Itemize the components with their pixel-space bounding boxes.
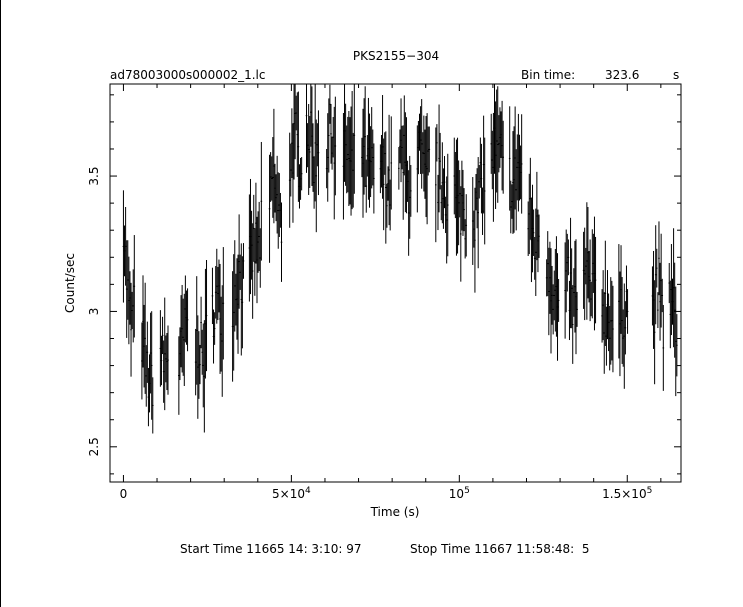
- x-tick-exponent: 5: [647, 486, 653, 496]
- data-layer: [122, 84, 678, 434]
- x-tick-label: 0: [120, 487, 128, 501]
- x-tick-label: 105: [449, 486, 470, 501]
- y-tick-label: 2.5: [87, 437, 101, 456]
- bin-time-value: 323.6: [605, 68, 639, 82]
- file-label: ad78003000s000002_1.lc: [110, 68, 266, 82]
- bin-time-label: Bin time:: [521, 68, 575, 82]
- x-tick-label: 5×104: [272, 486, 311, 501]
- x-axis-label: Time (s): [370, 505, 420, 519]
- x-tick-exponent: 5: [464, 486, 470, 496]
- plot-frame: [109, 83, 682, 483]
- chart-title: PKS2155−304: [353, 49, 439, 63]
- bin-time-unit: s: [673, 68, 679, 82]
- footer-stop-time: Stop Time 11667 11:58:48: 5: [410, 542, 589, 556]
- x-tick-label: 1.5×105: [602, 486, 652, 501]
- y-tick-label: 3.5: [87, 167, 101, 186]
- y-axis-label: Count/sec: [63, 253, 77, 313]
- window-border: [0, 0, 1, 607]
- x-tick-exponent: 4: [305, 486, 311, 496]
- y-tick-label: 3: [87, 308, 101, 316]
- footer-start-time: Start Time 11665 14: 3:10: 97: [180, 542, 362, 556]
